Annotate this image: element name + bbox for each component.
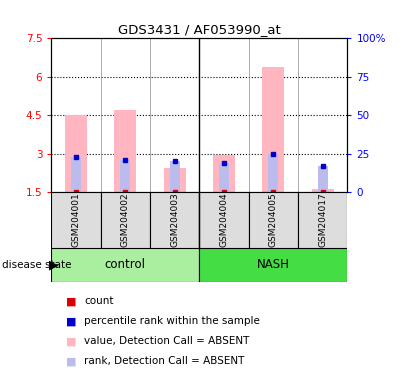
Bar — [219, 163, 229, 192]
Bar — [249, 192, 298, 248]
Bar — [199, 248, 347, 282]
Bar — [318, 166, 328, 192]
Text: GSM204003: GSM204003 — [170, 192, 179, 247]
Text: ■: ■ — [66, 296, 76, 306]
Bar — [164, 169, 186, 192]
Bar — [114, 109, 136, 192]
Bar — [71, 157, 81, 192]
Bar — [51, 192, 101, 248]
Bar — [51, 248, 199, 282]
Bar — [298, 192, 347, 248]
Bar — [120, 160, 130, 192]
Text: ■: ■ — [66, 316, 76, 326]
Text: value, Detection Call = ABSENT: value, Detection Call = ABSENT — [84, 336, 249, 346]
Text: GSM204017: GSM204017 — [318, 192, 327, 247]
Text: disease state: disease state — [2, 260, 72, 270]
Bar — [312, 189, 334, 192]
Text: GSM204005: GSM204005 — [269, 192, 278, 247]
Bar — [213, 155, 235, 192]
Bar — [101, 192, 150, 248]
Text: rank, Detection Call = ABSENT: rank, Detection Call = ABSENT — [84, 356, 245, 366]
Bar — [150, 192, 199, 248]
Bar — [65, 115, 87, 192]
Text: ▶: ▶ — [48, 258, 58, 271]
Bar — [170, 161, 180, 192]
Text: GSM204002: GSM204002 — [121, 192, 130, 247]
Text: count: count — [84, 296, 114, 306]
Bar — [262, 67, 284, 192]
Text: ■: ■ — [66, 336, 76, 346]
Text: ■: ■ — [66, 356, 76, 366]
Bar — [268, 154, 278, 192]
Bar — [199, 192, 249, 248]
Text: GSM204001: GSM204001 — [72, 192, 81, 247]
Text: control: control — [105, 258, 146, 271]
Title: GDS3431 / AF053990_at: GDS3431 / AF053990_at — [118, 23, 281, 36]
Text: NASH: NASH — [257, 258, 290, 271]
Text: percentile rank within the sample: percentile rank within the sample — [84, 316, 260, 326]
Text: GSM204004: GSM204004 — [219, 192, 229, 247]
